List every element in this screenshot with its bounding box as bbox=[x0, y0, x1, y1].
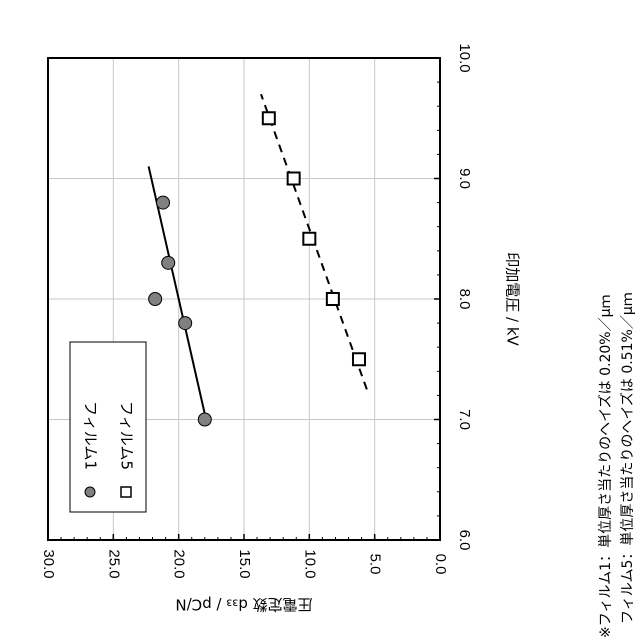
data-point-series-1 bbox=[353, 353, 365, 365]
y-tick-label: 0.0 bbox=[432, 554, 449, 575]
data-point-series-1 bbox=[303, 233, 315, 245]
x-tick-label: 10.0 bbox=[456, 43, 473, 72]
y-tick-label: 15.0 bbox=[236, 549, 253, 578]
legend: フィルム1 フィルム5 bbox=[70, 342, 146, 512]
data-point-series-0 bbox=[198, 413, 211, 426]
y-axis-label: 圧電定数 d₃₃ / pC/N bbox=[175, 596, 312, 614]
footnote-film5: フィルム5：単位厚さ当たりのヘイズは 0.51%／μｍ bbox=[620, 292, 636, 624]
x-tick-label: 7.0 bbox=[456, 409, 473, 430]
data-point-series-1 bbox=[327, 293, 339, 305]
y-tick-label: 20.0 bbox=[171, 549, 188, 578]
data-point-series-0 bbox=[149, 293, 162, 306]
x-axis-label: 印加電圧 / kV bbox=[504, 252, 522, 346]
trend-lines bbox=[149, 94, 367, 425]
data-point-series-1 bbox=[263, 112, 275, 124]
legend-marker-film1 bbox=[85, 487, 95, 497]
y-tick-label: 25.0 bbox=[105, 549, 122, 578]
legend-label-film5: フィルム5 bbox=[118, 401, 136, 470]
y-tick-label: 10.0 bbox=[301, 549, 318, 578]
x-tick-label: 6.0 bbox=[456, 530, 473, 551]
y-tick-label: 30.0 bbox=[40, 549, 57, 578]
x-tick-label: 8.0 bbox=[456, 289, 473, 310]
data-point-series-0 bbox=[179, 317, 192, 330]
legend-label-film1: フィルム1 bbox=[82, 401, 100, 470]
data-point-series-0 bbox=[156, 196, 169, 209]
data-point-series-0 bbox=[162, 256, 175, 269]
data-markers bbox=[149, 112, 365, 426]
data-point-series-1 bbox=[288, 173, 300, 185]
x-tick-label: 9.0 bbox=[456, 168, 473, 189]
y-tick-label: 5.0 bbox=[367, 554, 384, 575]
footnote-film1: ※フィルム1：単位厚さ当たりのヘイズは 0.20%／μｍ bbox=[598, 295, 614, 639]
legend-marker-film5 bbox=[121, 487, 131, 497]
